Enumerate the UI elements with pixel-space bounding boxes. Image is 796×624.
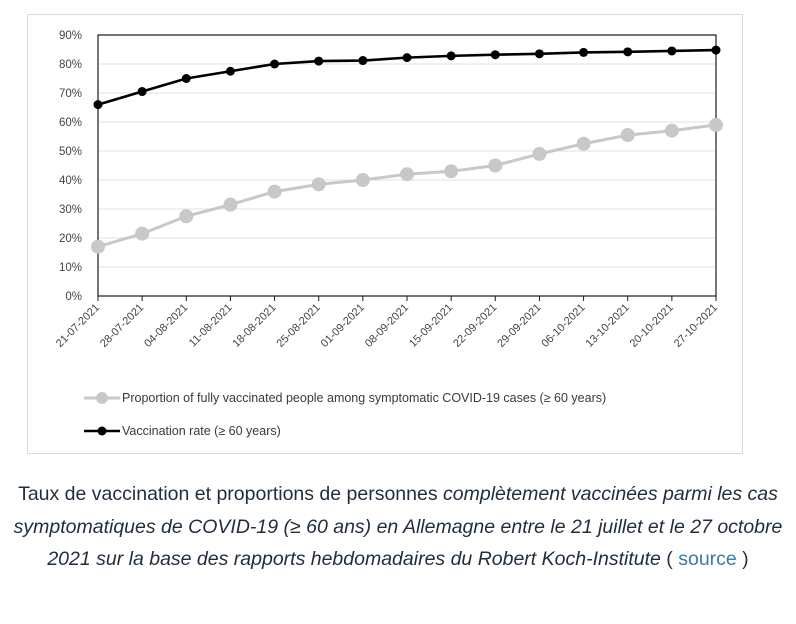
caption-text: Taux de vaccination et proportions de pe… bbox=[18, 483, 444, 505]
data-point bbox=[623, 47, 633, 57]
data-point bbox=[225, 66, 235, 76]
legend-marker bbox=[96, 392, 108, 404]
x-tick-label: 01-09-2021 bbox=[319, 302, 367, 350]
y-tick-label: 80% bbox=[59, 59, 82, 71]
data-point bbox=[667, 46, 677, 56]
y-tick-label: 10% bbox=[59, 262, 82, 274]
legend-label: Proportion of fully vaccinated people am… bbox=[122, 391, 606, 405]
x-tick-label: 06-10-2021 bbox=[539, 302, 587, 350]
chart: 0%10%20%30%40%50%60%70%80%90%21-07-20212… bbox=[54, 30, 723, 438]
data-point bbox=[490, 50, 500, 60]
x-tick-label: 27-10-2021 bbox=[672, 302, 720, 350]
data-point bbox=[355, 173, 370, 187]
data-point bbox=[534, 49, 544, 59]
data-point bbox=[620, 128, 635, 143]
data-point bbox=[137, 87, 147, 97]
data-point bbox=[358, 56, 368, 66]
caption-italic-text: complètement vaccinées parmi les cas sym… bbox=[13, 483, 783, 570]
y-tick-label: 70% bbox=[59, 88, 82, 100]
caption-paren-open: ( bbox=[660, 548, 679, 570]
x-tick-label: 15-09-2021 bbox=[407, 302, 455, 350]
data-point bbox=[579, 47, 589, 57]
legend-label: Vaccination rate (≥ 60 years) bbox=[122, 424, 281, 438]
data-point bbox=[223, 197, 238, 212]
y-tick-label: 0% bbox=[65, 291, 82, 303]
data-point bbox=[314, 56, 324, 66]
data-point bbox=[400, 167, 414, 182]
y-tick-label: 90% bbox=[59, 30, 82, 42]
data-point bbox=[135, 226, 150, 241]
data-point bbox=[270, 59, 280, 69]
y-tick-label: 20% bbox=[59, 233, 82, 245]
chart-figure: 0% 10% 20% 30% 40% 50% 60% 70% 80% 90% 21-07-2021 2… bbox=[27, 14, 743, 454]
data-point bbox=[267, 184, 282, 199]
data-point bbox=[711, 45, 721, 55]
figure-caption: Taux de vaccination et proportions de pe… bbox=[0, 478, 796, 576]
data-point bbox=[576, 136, 591, 151]
data-point bbox=[311, 177, 326, 192]
y-tick-label: 50% bbox=[59, 146, 82, 158]
x-tick-label: 25-08-2021 bbox=[275, 302, 323, 350]
data-point bbox=[91, 239, 105, 254]
data-point bbox=[181, 74, 191, 83]
data-point bbox=[402, 53, 412, 63]
y-tick-label: 60% bbox=[59, 117, 82, 129]
x-tick-label: 28-07-2021 bbox=[98, 302, 146, 350]
data-point bbox=[93, 100, 103, 110]
data-point bbox=[444, 164, 459, 179]
legend-marker bbox=[97, 426, 107, 436]
data-point bbox=[664, 123, 679, 138]
x-tick-label: 22-09-2021 bbox=[451, 302, 499, 350]
series-line bbox=[97, 123, 717, 249]
data-point bbox=[446, 51, 456, 61]
source-link[interactable]: source bbox=[678, 548, 737, 570]
x-tick-label: 04-08-2021 bbox=[142, 302, 190, 350]
plot-frame bbox=[97, 34, 717, 297]
x-tick-label: 11-08-2021 bbox=[187, 302, 235, 350]
caption-paren-close: ) bbox=[736, 548, 749, 570]
data-point bbox=[488, 158, 503, 173]
x-tick-label: 20-10-2021 bbox=[628, 302, 676, 350]
data-point bbox=[532, 146, 547, 161]
x-tick-label: 08-09-2021 bbox=[363, 302, 411, 350]
data-point bbox=[179, 209, 194, 224]
y-tick-label: 30% bbox=[59, 204, 82, 216]
x-tick-label: 21-07-2021 bbox=[54, 302, 102, 350]
x-tick-label: 18-08-2021 bbox=[230, 302, 278, 350]
data-point bbox=[709, 117, 723, 132]
y-tick-label: 40% bbox=[59, 175, 82, 187]
x-tick-label: 29-09-2021 bbox=[495, 302, 543, 350]
x-tick-label: 13-10-2021 bbox=[584, 302, 632, 350]
